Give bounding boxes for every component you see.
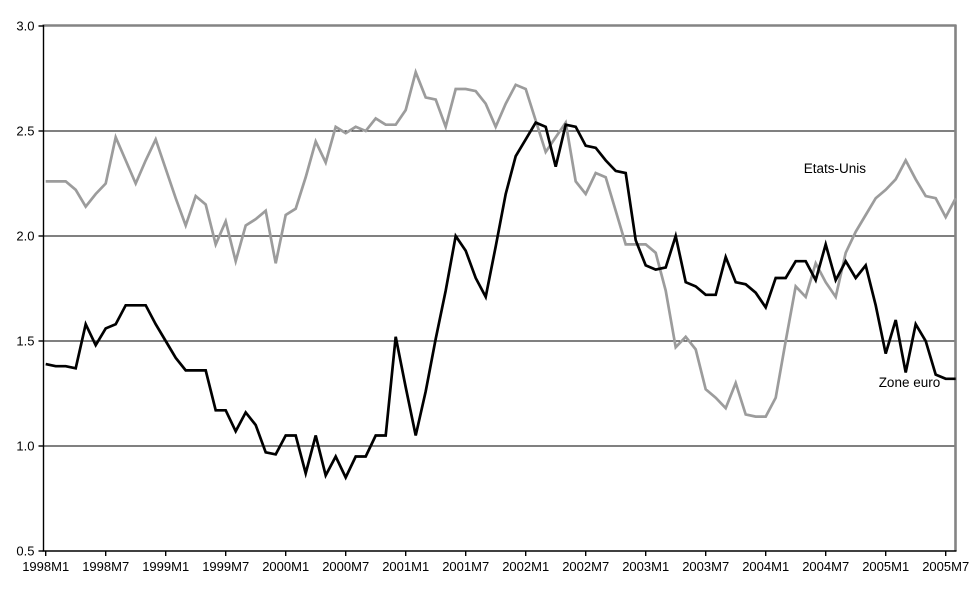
x-axis-label: 2000M7 — [322, 559, 369, 574]
x-axis-label: 2004M1 — [742, 559, 789, 574]
x-axis-label: 2005M1 — [862, 559, 909, 574]
x-axis-label: 2004M7 — [802, 559, 849, 574]
y-axis-label: 0.5 — [16, 544, 34, 559]
x-axis-label: 2005M7 — [922, 559, 969, 574]
x-axis-label: 2003M7 — [682, 559, 729, 574]
series-label-zone-euro: Zone euro — [879, 375, 941, 390]
series-annotations: Etats-Unis Zone euro — [804, 161, 941, 390]
axes — [42, 25, 957, 552]
y-axis-label: 1.5 — [16, 334, 34, 349]
series-label-etats-unis: Etats-Unis — [804, 161, 867, 176]
y-axis-label: 3.0 — [16, 19, 34, 34]
x-axis-label: 1999M7 — [202, 559, 249, 574]
series-line-zone-euro — [45, 120, 956, 481]
series-lines — [45, 67, 957, 481]
series-line-etats-unis — [45, 67, 957, 418]
plot-frame — [42, 24, 957, 551]
x-axis-label: 2000M1 — [262, 559, 309, 574]
x-axis-label: 1998M7 — [82, 559, 129, 574]
x-axis-ticks: 1998M1 1998M7 1999M1 1999M7 2000M1 2000M7 2001… — [22, 551, 969, 574]
gridlines — [43, 130, 956, 447]
y-axis-ticks: 3.0 2.5 2.0 1.5 1.0 0.5 — [16, 19, 44, 559]
x-axis-label: 2001M1 — [382, 559, 429, 574]
x-axis-label: 2002M1 — [502, 559, 549, 574]
y-axis-label: 2.5 — [16, 124, 34, 139]
x-axis-label: 1998M1 — [22, 559, 69, 574]
x-axis-label: 2003M1 — [622, 559, 669, 574]
x-axis-label: 1999M1 — [142, 559, 189, 574]
y-axis-label: 1.0 — [16, 439, 34, 454]
x-axis-label: 2002M7 — [562, 559, 609, 574]
x-axis-label: 2001M7 — [442, 559, 489, 574]
y-axis-label: 2.0 — [16, 229, 34, 244]
